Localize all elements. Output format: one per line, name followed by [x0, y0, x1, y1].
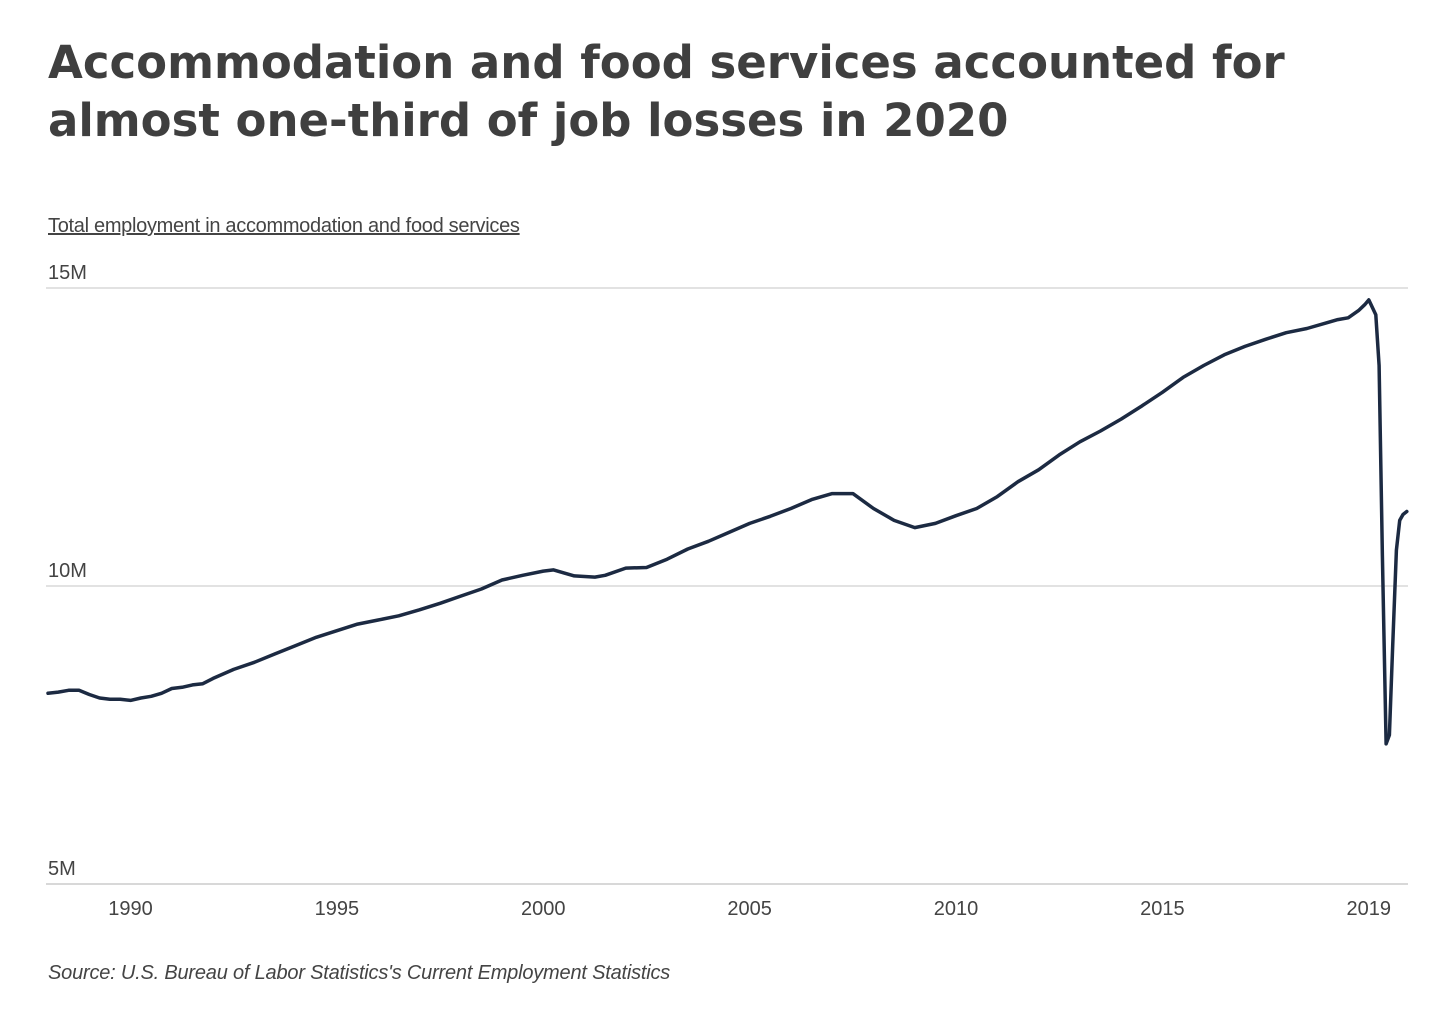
y-tick-label: 5M — [48, 858, 76, 880]
source-note: Source: U.S. Bureau of Labor Statistics'… — [48, 962, 671, 984]
line-chart: 15M 10M 5M 1990 1995 2000 2005 2010 2015 2019 — [46, 262, 1409, 920]
y-axis-labels: 15M 10M 5M — [48, 262, 87, 880]
x-tick-label: 2010 — [934, 898, 979, 920]
gridlines — [46, 287, 1408, 885]
series-group — [46, 298, 1409, 746]
y-tick-label: 10M — [48, 560, 87, 582]
chart-title-line-2: almost one-third of job losses in 2020 — [48, 94, 1009, 147]
x-tick-label: 2005 — [727, 898, 772, 920]
chart-title: Accommodation and food services accounte… — [48, 34, 1408, 150]
chart-subtitle[interactable]: Total employment in accommodation and fo… — [48, 215, 520, 237]
x-tick-label: 2019 — [1347, 898, 1392, 920]
x-axis-labels: 1990 1995 2000 2005 2010 2015 2019 — [108, 898, 1391, 920]
x-tick-label: 1995 — [315, 898, 360, 920]
x-tick-label: 2000 — [521, 898, 566, 920]
x-tick-label: 1990 — [108, 898, 153, 920]
series-line-employment — [46, 298, 1409, 746]
y-tick-label: 15M — [48, 262, 87, 284]
chart-title-line-1: Accommodation and food services accounte… — [48, 36, 1285, 89]
x-tick-label: 2015 — [1140, 898, 1185, 920]
